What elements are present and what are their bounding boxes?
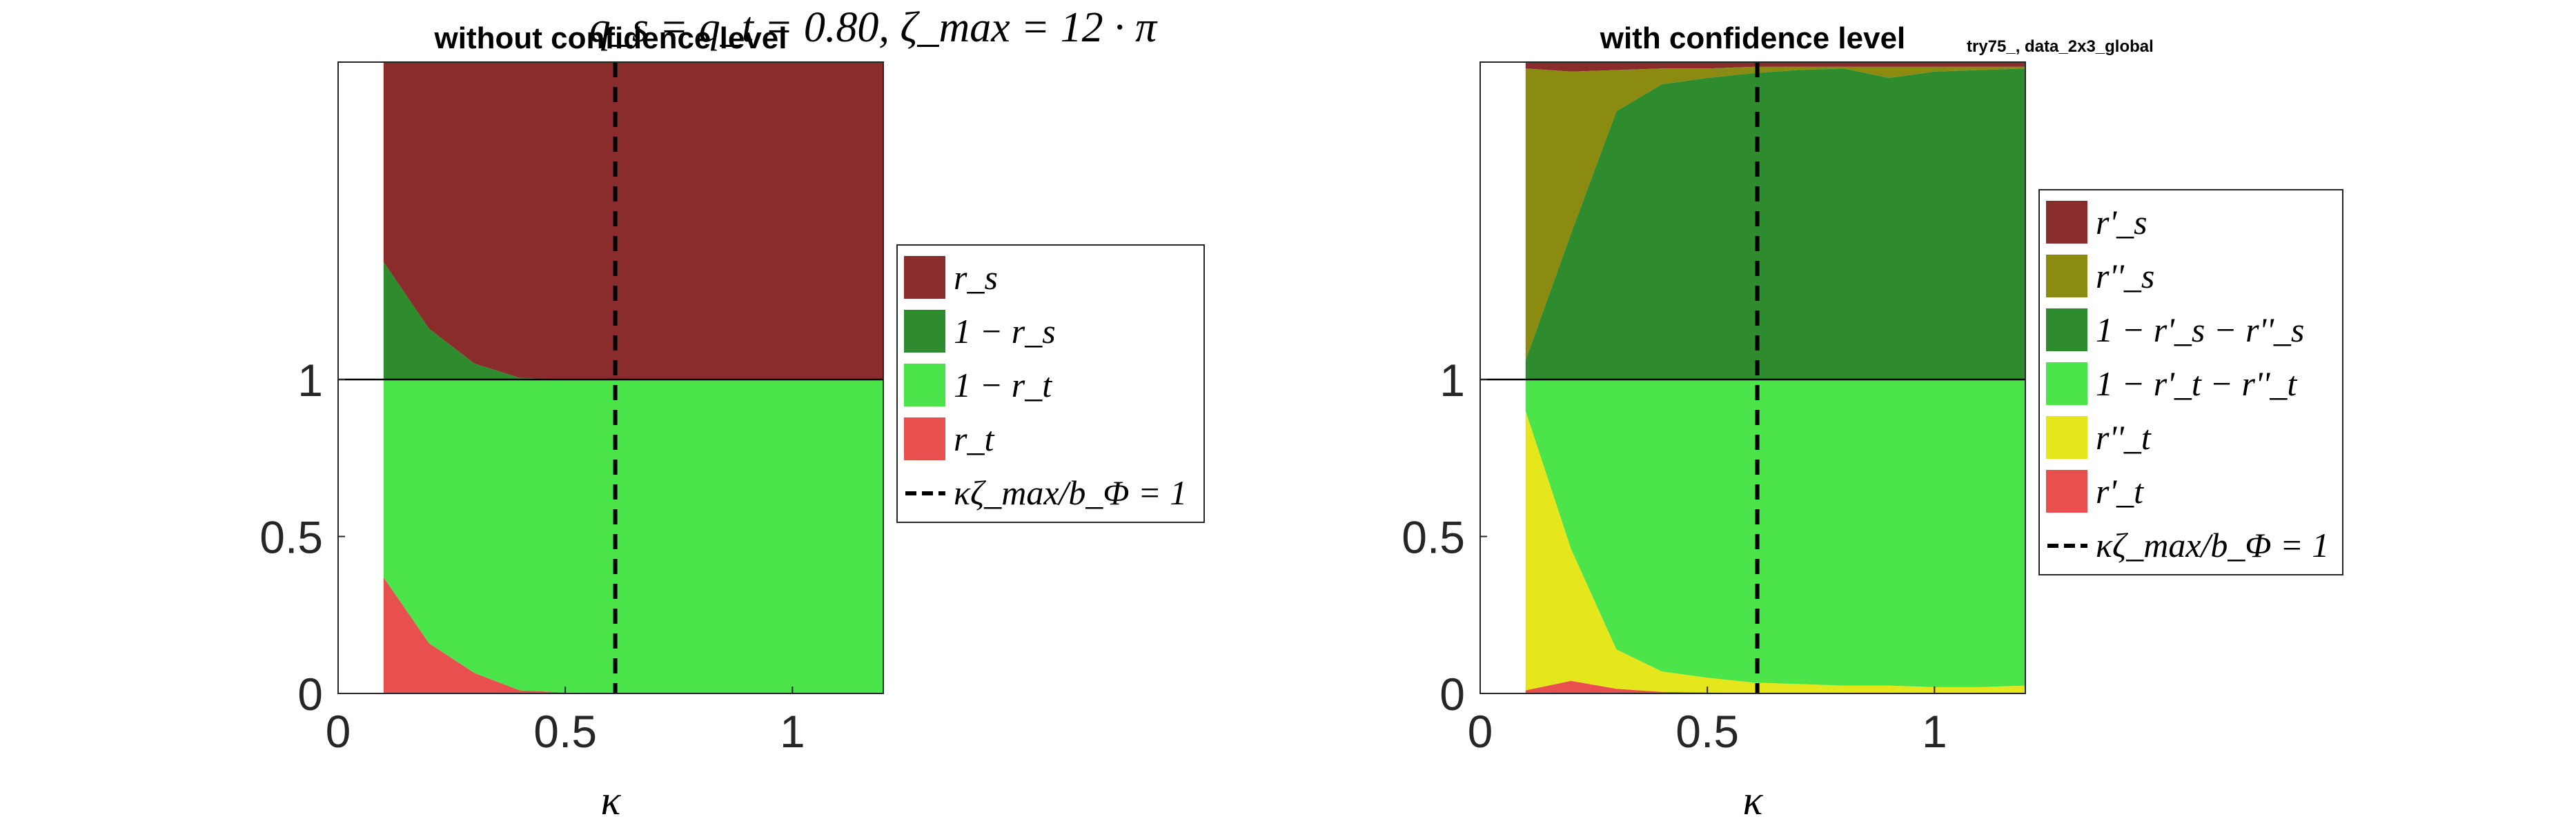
right-xlabel: κ — [1743, 778, 1764, 823]
right-plot-title: with confidence level — [1600, 21, 1906, 55]
legend-swatch — [904, 417, 945, 460]
legend-label-threshold: κζ_max/b_Φ = 1 — [954, 473, 1187, 512]
legend-swatch — [2046, 201, 2087, 244]
figure-suptitle: q_s = q_t = 0.80, ζ_max = 12 · π — [589, 4, 1158, 51]
x-tick-label: 1 — [1922, 706, 1947, 757]
y-tick-label: 1 — [297, 355, 323, 406]
y-tick-label: 1 — [1439, 355, 1465, 406]
right-legend: r'_s r''_s 1 − r'_s − r''_s 1 − r'_t − r''_… — [2038, 189, 2343, 575]
legend-label: 1 − r_t — [954, 366, 1052, 404]
left-subplot: without confidence level 0 0.5 1 0 0.5 1 κ r_… — [259, 21, 1205, 823]
axes-box — [337, 61, 884, 694]
upper-area-1 — [1525, 66, 2025, 361]
legend-swatch — [2046, 470, 2087, 513]
filename-tag: try75_, data_2x3_global — [1967, 37, 2154, 56]
right-subplot: with confidence level 0 0.5 100.51 κ r'_sr… — [1402, 21, 2343, 823]
legend-swatch — [2046, 308, 2087, 351]
legend-label: r'_s — [2096, 203, 2147, 241]
legend-swatch — [904, 364, 945, 406]
legend-swatch — [2046, 362, 2087, 405]
x-tick-label: 0.5 — [1675, 706, 1739, 757]
legend-label: r''_t — [2096, 418, 2152, 457]
lower-area-1 — [1525, 411, 2025, 693]
lower-area-0 — [1525, 680, 2025, 693]
left-plot-title: without confidence level — [434, 21, 787, 55]
legend-label: r_t — [954, 420, 994, 458]
upper-area-1 — [383, 262, 883, 379]
x-tick-label: 0 — [1468, 706, 1493, 757]
x-tick-label: 0.5 — [533, 706, 597, 757]
left-legend: r_s 1 − r_s 1 − r_t r_t κζ_max/b_Φ = 1 — [896, 244, 1205, 523]
y-tick-label: 0 — [1439, 669, 1465, 720]
lower-area-0 — [383, 577, 883, 693]
axes-box — [1479, 61, 2026, 694]
upper-area-0 — [383, 62, 883, 379]
legend-box — [896, 244, 1205, 523]
legend-swatch — [2046, 416, 2087, 459]
legend-label: 1 − r'_t − r''_t — [2096, 364, 2297, 403]
y-tick-label: 0 — [297, 669, 323, 720]
y-tick-label: 0.5 — [259, 512, 323, 563]
y-tick-label: 0.5 — [1402, 512, 1465, 563]
lower-area-2 — [1525, 379, 2025, 687]
x-tick-label: 1 — [780, 706, 805, 757]
legend-swatch — [2046, 255, 2087, 297]
legend-label: r_s — [954, 258, 998, 297]
legend-swatch — [904, 310, 945, 353]
legend-label: r'_t — [2096, 472, 2144, 511]
legend-box — [2038, 189, 2343, 575]
legend-label: 1 − r'_s − r''_s — [2096, 310, 2304, 349]
legend-label-threshold: κζ_max/b_Φ = 1 — [2096, 526, 2329, 564]
upper-area-2 — [1525, 68, 2025, 379]
legend-label: 1 − r_s — [954, 312, 1056, 351]
lower-area-1 — [383, 379, 883, 693]
x-tick-label: 0 — [326, 706, 351, 757]
legend-swatch — [904, 256, 945, 299]
legend-label: r''_s — [2096, 257, 2154, 295]
left-xlabel: κ — [601, 778, 622, 823]
